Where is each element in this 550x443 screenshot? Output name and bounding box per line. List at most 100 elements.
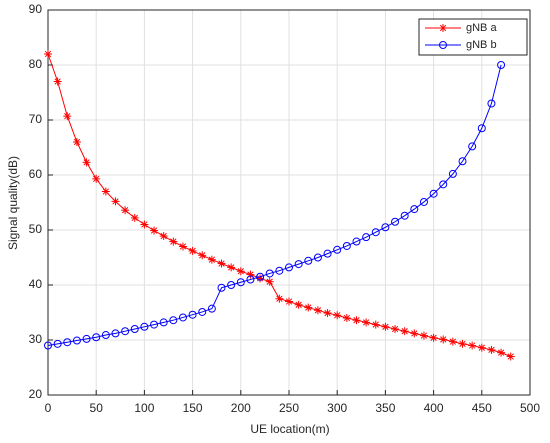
marker bbox=[477, 124, 486, 133]
marker bbox=[53, 339, 62, 348]
marker bbox=[371, 228, 380, 237]
marker bbox=[275, 294, 284, 303]
plot-frame bbox=[47, 9, 531, 396]
marker bbox=[150, 320, 159, 329]
marker bbox=[342, 314, 351, 322]
marker-stroke bbox=[439, 24, 447, 32]
marker bbox=[236, 278, 245, 287]
marker bbox=[468, 142, 477, 151]
marker bbox=[265, 269, 274, 278]
marker bbox=[44, 50, 52, 58]
marker-stroke bbox=[440, 336, 447, 343]
marker bbox=[294, 260, 303, 269]
marker bbox=[63, 338, 72, 347]
y-tick-label: 40 bbox=[29, 277, 43, 291]
marker bbox=[439, 24, 447, 32]
marker bbox=[439, 41, 447, 49]
marker bbox=[304, 303, 313, 312]
marker-stroke bbox=[478, 344, 485, 351]
marker bbox=[227, 281, 236, 289]
marker-stroke bbox=[170, 238, 177, 245]
marker-stroke bbox=[102, 188, 109, 195]
marker-stroke bbox=[430, 334, 437, 341]
marker-stroke bbox=[160, 232, 167, 240]
marker bbox=[323, 309, 332, 318]
marker bbox=[285, 297, 293, 306]
marker bbox=[448, 337, 457, 346]
marker-stroke bbox=[54, 78, 61, 85]
marker bbox=[497, 61, 506, 69]
marker bbox=[121, 327, 130, 336]
marker-stroke bbox=[507, 353, 514, 360]
legend-box bbox=[418, 18, 528, 56]
marker bbox=[429, 333, 438, 342]
x-tick-label: 250 bbox=[279, 401, 299, 415]
marker bbox=[92, 333, 101, 342]
marker bbox=[381, 322, 390, 331]
marker bbox=[391, 325, 400, 333]
marker-stroke bbox=[218, 260, 225, 267]
marker-stroke bbox=[83, 159, 90, 166]
marker bbox=[169, 316, 178, 325]
marker bbox=[207, 304, 216, 313]
marker bbox=[159, 318, 168, 327]
marker bbox=[198, 251, 207, 260]
legend-label: gNB b bbox=[466, 39, 497, 51]
marker bbox=[140, 220, 149, 229]
marker bbox=[313, 306, 322, 315]
marker bbox=[150, 226, 159, 235]
legend-label: gNB a bbox=[466, 22, 497, 34]
marker-stroke bbox=[179, 243, 187, 250]
marker-stroke bbox=[314, 307, 322, 314]
marker bbox=[111, 329, 120, 338]
marker bbox=[333, 311, 342, 320]
marker-stroke bbox=[353, 317, 360, 324]
marker bbox=[487, 99, 496, 108]
y-tick-label: 60 bbox=[29, 167, 43, 181]
series-line bbox=[47, 64, 502, 346]
marker bbox=[352, 237, 361, 246]
marker-stroke bbox=[411, 330, 418, 337]
marker bbox=[323, 249, 332, 258]
marker bbox=[159, 232, 168, 241]
marker bbox=[217, 283, 226, 292]
marker bbox=[82, 158, 91, 167]
marker-stroke bbox=[324, 309, 331, 317]
x-tick-label: 100 bbox=[134, 401, 154, 415]
x-tick-label: 0 bbox=[45, 401, 52, 415]
marker bbox=[101, 187, 110, 196]
marker bbox=[256, 272, 265, 281]
marker bbox=[468, 341, 477, 350]
marker bbox=[487, 345, 496, 354]
marker-stroke bbox=[64, 112, 71, 120]
x-tick-label: 200 bbox=[231, 401, 251, 415]
x-tick-label: 300 bbox=[327, 401, 347, 415]
marker bbox=[217, 259, 226, 268]
marker-stroke bbox=[73, 138, 81, 146]
marker bbox=[497, 348, 506, 357]
marker bbox=[72, 336, 81, 345]
y-tick-label: 20 bbox=[29, 387, 43, 401]
marker-stroke bbox=[334, 312, 341, 319]
marker bbox=[178, 313, 187, 322]
marker bbox=[92, 174, 101, 183]
marker-stroke bbox=[285, 298, 293, 305]
marker bbox=[236, 267, 245, 276]
marker-stroke bbox=[228, 264, 235, 271]
marker bbox=[333, 245, 342, 254]
marker bbox=[419, 197, 428, 206]
marker bbox=[207, 255, 216, 264]
x-tick-label: 350 bbox=[375, 401, 395, 415]
marker bbox=[458, 157, 467, 166]
y-tick-label: 30 bbox=[29, 332, 43, 346]
marker bbox=[410, 329, 419, 338]
y-tick-label: 50 bbox=[29, 222, 43, 236]
x-tick-label: 50 bbox=[90, 401, 104, 415]
y-tick-label: 80 bbox=[29, 57, 43, 71]
marker bbox=[140, 322, 149, 331]
marker bbox=[362, 318, 371, 327]
marker bbox=[313, 253, 322, 262]
marker bbox=[101, 331, 110, 340]
marker bbox=[400, 327, 409, 336]
